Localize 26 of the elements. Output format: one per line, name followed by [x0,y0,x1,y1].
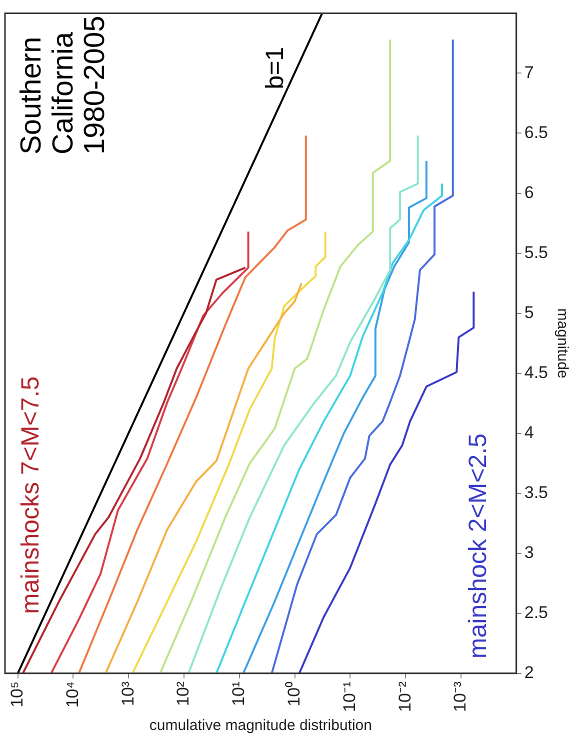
x-tick-label: 10² [174,681,193,706]
text: b=1 [260,46,289,90]
x-tick-label: 10⁻¹ [340,681,359,712]
y-tick-label: 4 [524,423,534,442]
y-tick-label: 7 [524,62,534,82]
x-tick-label: 10⁻² [395,681,414,712]
x-axis-title: cumulative magnitude distribution [149,717,372,734]
x-tick-label: 10³ [118,681,138,706]
y-tick-label: 6 [524,182,534,202]
x-tick-label: 10⁴ [62,681,82,708]
y-tick-label: 6.5 [524,122,548,142]
annotation: Southern California 1980-2005 [16,16,112,154]
y-tick-label: 3 [524,543,534,562]
y-tick-label: 4.5 [524,363,548,382]
text: mainshocks 7<M<7.5 [16,376,44,614]
x-tick-label: 10⁻³ [450,681,470,712]
y-tick-label: 2.5 [524,603,548,622]
x-tick-label: 10⁰ [284,681,304,706]
y-axis-title: magnitude [554,308,571,378]
text: mainshock 2<M<2.5 [464,433,492,659]
y-tick-label: 5 [524,302,534,322]
y-tick-label: 2 [524,663,534,682]
y-tick-label: 3.5 [524,483,548,502]
y-tick-label: 5.5 [524,242,548,262]
x-tick-label: 10¹ [229,681,248,706]
x-tick-label: 10⁵ [7,681,26,708]
